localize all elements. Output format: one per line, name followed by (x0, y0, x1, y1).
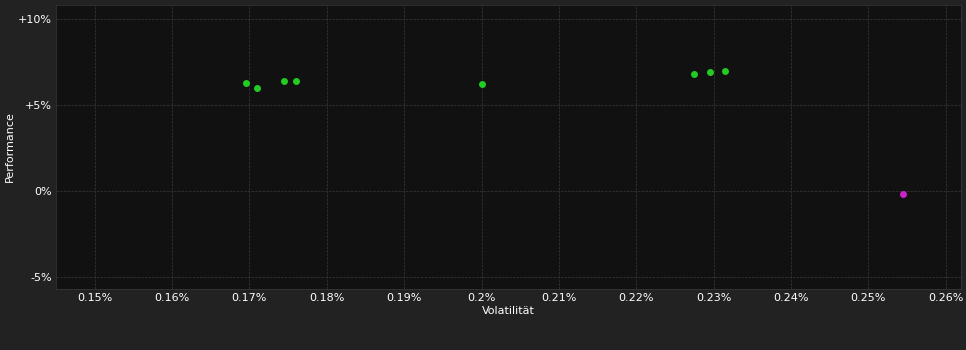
Point (718, 68, 733, 74)
Point (288, 78, 303, 84)
Point (895, 191, 911, 197)
Y-axis label: Performance: Performance (5, 112, 15, 182)
Point (276, 78, 292, 84)
Point (249, 85, 265, 91)
X-axis label: Volatilität: Volatilität (482, 306, 535, 316)
Point (473, 82, 489, 87)
Point (687, 71, 702, 77)
Point (238, 80, 253, 85)
Point (702, 69, 718, 75)
